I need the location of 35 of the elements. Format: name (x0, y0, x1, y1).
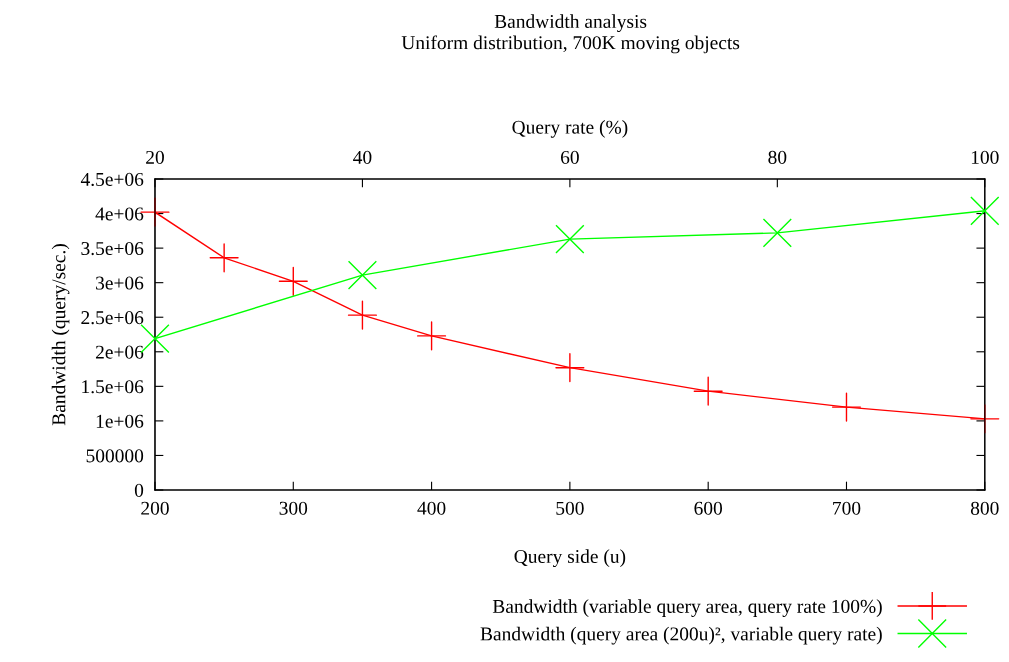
y-tick-label: 4.5e+06 (80, 172, 144, 187)
point (347, 300, 378, 330)
x-tick-label: 800 (970, 501, 999, 515)
y-axis-title: Bandwidth (query/sec.) (51, 244, 70, 426)
x-tick-label: 300 (279, 501, 308, 515)
x-tick-label: 500 (556, 501, 584, 515)
x-tick-label: 400 (417, 501, 446, 515)
point (416, 321, 447, 351)
y-tick-label: 1e+06 (96, 414, 144, 428)
legend-label: Bandwidth (query area (200u)², variable query rate) (480, 626, 882, 645)
y-tick-label: 3.5e+06 (81, 241, 144, 256)
x-tick-label: 200 (141, 501, 169, 515)
y-tick-label: 1.5e+06 (82, 380, 144, 394)
x-tick-label: 600 (694, 501, 723, 515)
x2-tick-label: 100 (971, 150, 999, 164)
point (831, 392, 862, 422)
x-axis-title: Query side (u) (514, 549, 626, 567)
point (693, 376, 723, 406)
point (209, 243, 239, 273)
y-tick-label: 2.5e+06 (81, 311, 144, 325)
x-tick-label: 700 (833, 501, 861, 515)
point (555, 353, 585, 383)
x2-tick-label: 40 (353, 150, 372, 164)
x2-axis-title: Query rate (%) (512, 120, 628, 138)
legend-label: Bandwidth (variable query area, query rate 100%) (492, 599, 882, 617)
x2-tick-label: 60 (561, 150, 579, 164)
chart-title: Bandwidth analysis (494, 14, 647, 33)
y-tick-label: 2e+06 (95, 345, 144, 359)
y-tick-label: 3e+06 (96, 276, 144, 290)
x2-tick-label: 20 (146, 150, 164, 164)
chart-subtitle: Uniform distribution, 700K moving objects (401, 35, 740, 54)
x2-tick-label: 80 (768, 150, 787, 164)
y-tick-label: 0 (134, 483, 144, 497)
y-tick-label: 4e+06 (95, 207, 144, 221)
y-tick-label: 500000 (86, 449, 144, 463)
